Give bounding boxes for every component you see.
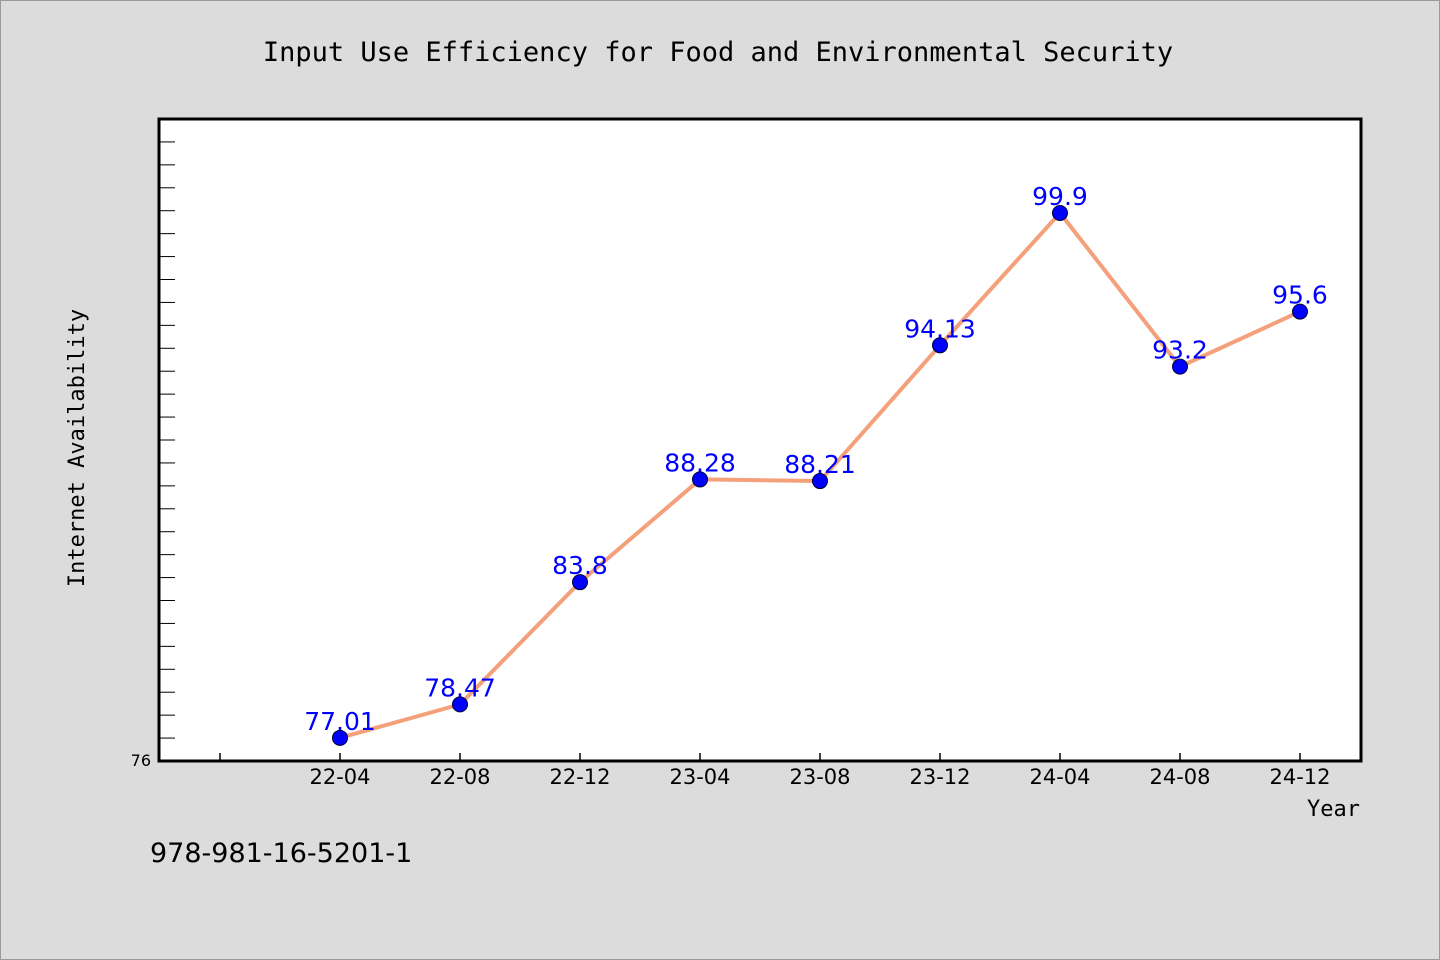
- x-tick-label: 22-04: [309, 765, 370, 789]
- data-labels: 77.01 78.47 83.8 88.28 88.21 94.13 99.9 93.2 95.…: [304, 182, 1328, 736]
- data-label: 83.8: [552, 551, 608, 580]
- data-point: [1172, 358, 1188, 375]
- x-tick-label: 22-08: [429, 765, 490, 789]
- data-label: 95.6: [1272, 281, 1328, 310]
- x-tick-label: 24-04: [1029, 765, 1090, 789]
- data-point: [1292, 303, 1308, 320]
- data-label: 77.01: [304, 707, 376, 736]
- x-axis-label: Year: [1307, 797, 1360, 822]
- data-point: [932, 337, 948, 354]
- y-axis-label: Internet Availability: [65, 309, 90, 587]
- y-axis-ticks: [159, 141, 175, 739]
- data-label: 94.13: [904, 314, 976, 343]
- footnote-isbn: 978-981-16-5201-1: [150, 838, 412, 869]
- data-point: [1052, 205, 1068, 222]
- x-tick-label: 22-12: [549, 765, 610, 789]
- data-label: 78.47: [424, 673, 496, 702]
- data-point: [572, 574, 588, 591]
- x-tick-labels: 22-04 22-08 22-12 23-04 23-08 23-12 24-04 24-08…: [309, 765, 1330, 789]
- chart-title: Input Use Efficiency for Food and Enviro…: [263, 37, 1173, 68]
- data-label: 99.9: [1032, 182, 1088, 211]
- data-markers: [332, 205, 1308, 746]
- plot-area: [157, 117, 1363, 763]
- x-tick-label: 23-04: [669, 765, 730, 789]
- x-tick-label: 23-08: [789, 765, 850, 789]
- data-label: 93.2: [1152, 336, 1208, 365]
- y-tick-label: 76: [131, 751, 151, 770]
- x-tick-label: 24-12: [1269, 765, 1330, 789]
- data-label: 88.21: [784, 450, 856, 479]
- data-label: 88.28: [664, 448, 736, 477]
- x-tick-label: 23-12: [909, 765, 970, 789]
- data-point: [692, 471, 708, 488]
- data-point: [452, 696, 468, 713]
- x-tick-label: 24-08: [1149, 765, 1210, 789]
- data-point: [812, 473, 828, 490]
- x-axis-ticks: [219, 753, 1301, 761]
- data-point: [332, 729, 348, 746]
